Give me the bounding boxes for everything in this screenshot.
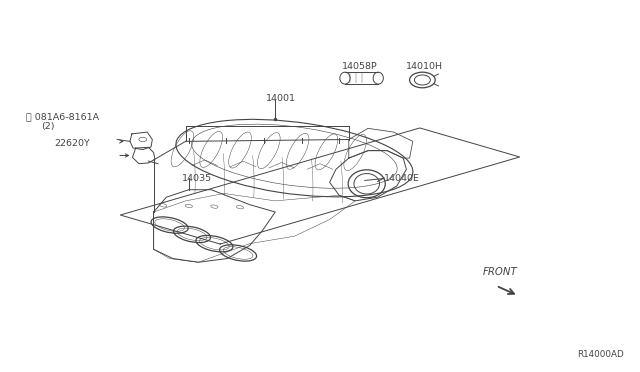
- Text: 14058P: 14058P: [342, 62, 378, 71]
- Text: 22620Y: 22620Y: [54, 139, 90, 148]
- Text: Ⓑ 081A6-8161A: Ⓑ 081A6-8161A: [26, 113, 99, 122]
- Text: 14040E: 14040E: [384, 174, 420, 183]
- Text: 14001: 14001: [266, 94, 296, 103]
- Text: (2): (2): [42, 122, 55, 131]
- Text: 14035: 14035: [182, 174, 212, 183]
- Text: 14010H: 14010H: [406, 62, 444, 71]
- Text: FRONT: FRONT: [483, 267, 518, 277]
- Text: R14000AD: R14000AD: [577, 350, 624, 359]
